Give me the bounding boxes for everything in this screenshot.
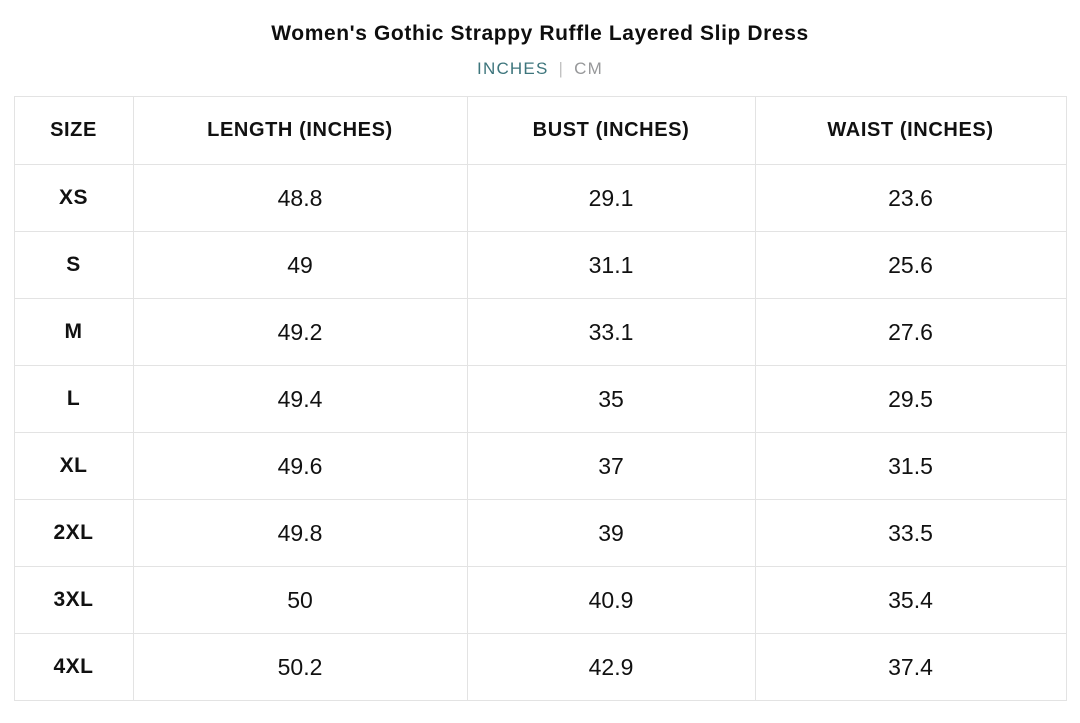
size-cell: M <box>13 298 134 366</box>
size-cell: 3XL <box>13 566 134 634</box>
waist-cell: 33.5 <box>754 499 1067 567</box>
unit-toggle-inches[interactable]: INCHES <box>477 59 549 78</box>
length-cell: 48.8 <box>132 164 468 232</box>
size-cell: S <box>13 231 134 299</box>
waist-cell: 37.4 <box>754 633 1067 701</box>
unit-toggle-cm[interactable]: CM <box>574 59 603 78</box>
bust-cell: 29.1 <box>466 164 756 232</box>
header-size: SIZE <box>13 96 134 165</box>
waist-cell: 27.6 <box>754 298 1067 366</box>
length-cell: 50 <box>132 566 468 634</box>
waist-cell: 31.5 <box>754 432 1067 500</box>
table-row: XL 49.6 37 31.5 <box>13 432 1067 500</box>
bust-cell: 42.9 <box>466 633 756 701</box>
table-row: S 49 31.1 25.6 <box>13 231 1067 299</box>
bust-cell: 39 <box>466 499 756 567</box>
table-row: M 49.2 33.1 27.6 <box>13 298 1067 366</box>
bust-cell: 35 <box>466 365 756 433</box>
bust-cell: 37 <box>466 432 756 500</box>
waist-cell: 23.6 <box>754 164 1067 232</box>
waist-cell: 29.5 <box>754 365 1067 433</box>
length-cell: 50.2 <box>132 633 468 701</box>
unit-toggle: INCHES | CM <box>0 59 1080 79</box>
bust-cell: 31.1 <box>466 231 756 299</box>
header-row: SIZE LENGTH (INCHES) BUST (INCHES) WAIST… <box>13 96 1067 165</box>
table-row: 2XL 49.8 39 33.5 <box>13 499 1067 567</box>
table-row: XS 48.8 29.1 23.6 <box>13 164 1067 232</box>
length-cell: 49 <box>132 231 468 299</box>
waist-cell: 25.6 <box>754 231 1067 299</box>
header-bust: BUST (INCHES) <box>466 96 756 165</box>
size-cell: XS <box>13 164 134 232</box>
bust-cell: 33.1 <box>466 298 756 366</box>
length-cell: 49.6 <box>132 432 468 500</box>
table-row: 4XL 50.2 42.9 37.4 <box>13 633 1067 701</box>
length-cell: 49.8 <box>132 499 468 567</box>
size-cell: L <box>13 365 134 433</box>
unit-toggle-separator: | <box>558 59 565 78</box>
size-cell: XL <box>13 432 134 500</box>
table-row: 3XL 50 40.9 35.4 <box>13 566 1067 634</box>
size-chart-table: SIZE LENGTH (INCHES) BUST (INCHES) WAIST… <box>13 96 1067 701</box>
size-cell: 4XL <box>13 633 134 701</box>
bust-cell: 40.9 <box>466 566 756 634</box>
header-length: LENGTH (INCHES) <box>132 96 468 165</box>
length-cell: 49.4 <box>132 365 468 433</box>
length-cell: 49.2 <box>132 298 468 366</box>
header-waist: WAIST (INCHES) <box>754 96 1067 165</box>
table-row: L 49.4 35 29.5 <box>13 365 1067 433</box>
page-title: Women's Gothic Strappy Ruffle Layered Sl… <box>271 22 809 45</box>
size-cell: 2XL <box>13 499 134 567</box>
waist-cell: 35.4 <box>754 566 1067 634</box>
